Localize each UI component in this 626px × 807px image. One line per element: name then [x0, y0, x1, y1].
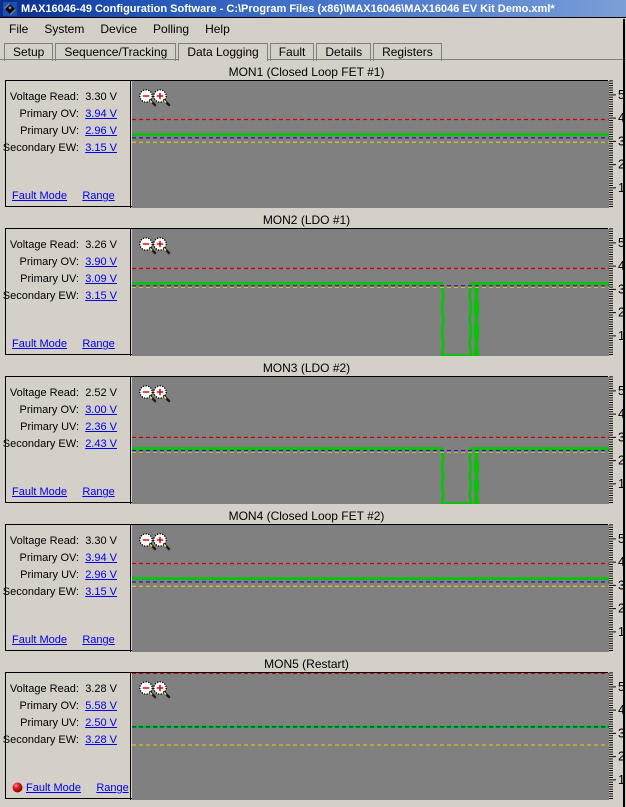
svg-text:5: 5	[618, 88, 625, 102]
svg-text:1: 1	[618, 773, 625, 787]
svg-text:1: 1	[618, 329, 625, 343]
svg-text:5: 5	[618, 384, 625, 398]
svg-text:5: 5	[618, 532, 625, 546]
svg-text:2: 2	[618, 750, 625, 764]
svg-text:4: 4	[618, 111, 625, 125]
svg-text:3: 3	[618, 430, 625, 444]
svg-text:3: 3	[618, 134, 625, 148]
svg-text:2: 2	[618, 602, 625, 616]
svg-text:5: 5	[618, 236, 625, 250]
svg-text:2: 2	[618, 306, 625, 320]
svg-text:4: 4	[618, 259, 625, 273]
svg-text:1: 1	[618, 181, 625, 195]
svg-text:4: 4	[618, 703, 625, 717]
svg-text:3: 3	[618, 578, 625, 592]
svg-text:3: 3	[618, 726, 625, 740]
svg-text:1: 1	[618, 477, 625, 491]
svg-text:4: 4	[618, 555, 625, 569]
svg-text:2: 2	[618, 454, 625, 468]
svg-text:5: 5	[618, 680, 625, 694]
svg-text:1: 1	[618, 625, 625, 639]
svg-text:2: 2	[618, 158, 625, 172]
svg-text:4: 4	[618, 407, 625, 421]
svg-text:3: 3	[618, 282, 625, 296]
